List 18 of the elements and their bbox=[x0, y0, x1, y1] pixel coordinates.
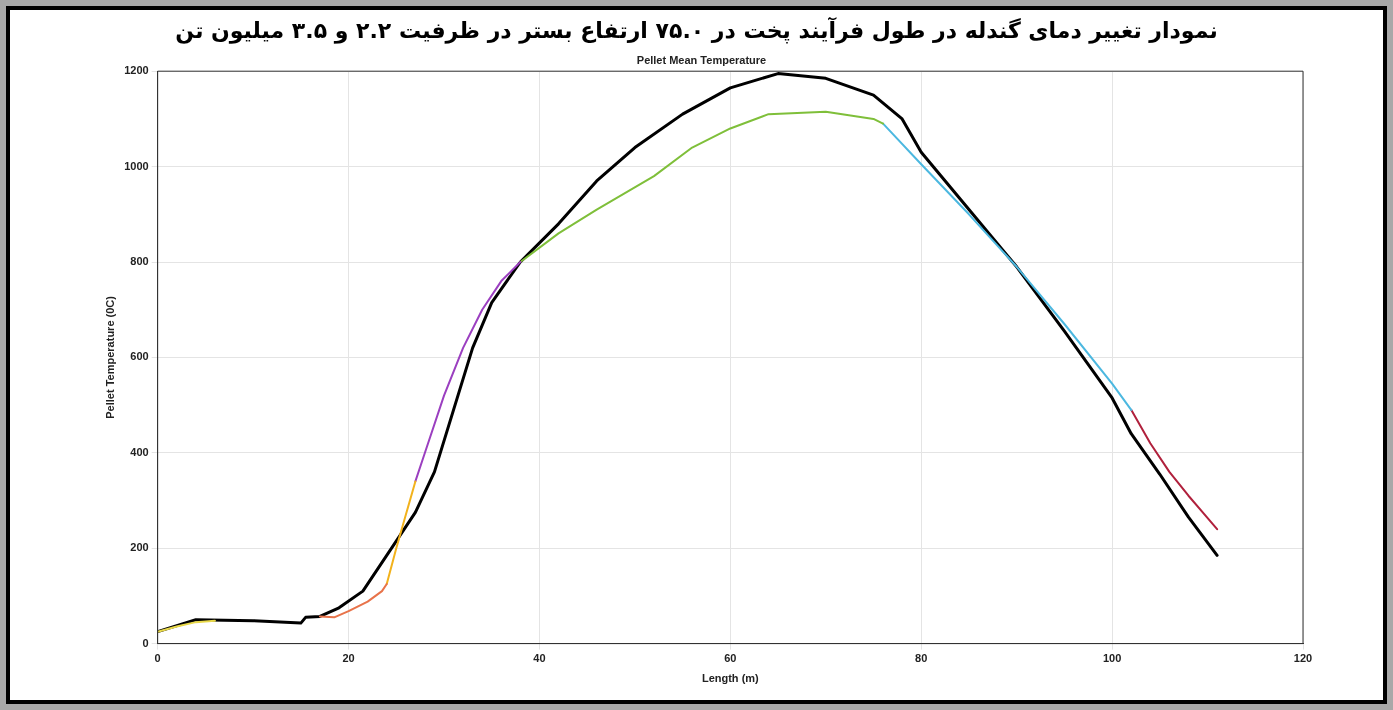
x-tick-label: 20 bbox=[342, 652, 355, 665]
x-axis-title: Length (m) bbox=[701, 672, 760, 685]
x-tick-label: 40 bbox=[533, 652, 546, 665]
x-tick-label: 80 bbox=[915, 652, 928, 665]
chart-title: Pellet Mean Temperature bbox=[636, 53, 767, 66]
y-axis-title: Pellet Temperature (0C) bbox=[103, 295, 116, 419]
y-tick-label: 800 bbox=[130, 255, 149, 268]
chart-subtitle: نمودار تغییر دمای گندله در طول فرآیند پخت در ۷۵.۰ ارتفاع بستر در ظرفیت ۲.۲ و ۳.۵ میلیون تن bbox=[174, 18, 1219, 43]
x-tick-label: 0 bbox=[154, 652, 161, 665]
y-tick-label: 0 bbox=[142, 636, 149, 649]
y-tick-label: 200 bbox=[130, 541, 149, 554]
y-tick-label: 400 bbox=[130, 445, 149, 458]
x-tick-label: 120 bbox=[1293, 652, 1313, 665]
x-tick-label: 100 bbox=[1102, 652, 1122, 665]
x-tick-label: 60 bbox=[724, 652, 737, 665]
y-tick-label: 1000 bbox=[124, 159, 149, 172]
y-tick-label: 1200 bbox=[124, 64, 149, 77]
y-tick-label: 600 bbox=[130, 350, 149, 363]
